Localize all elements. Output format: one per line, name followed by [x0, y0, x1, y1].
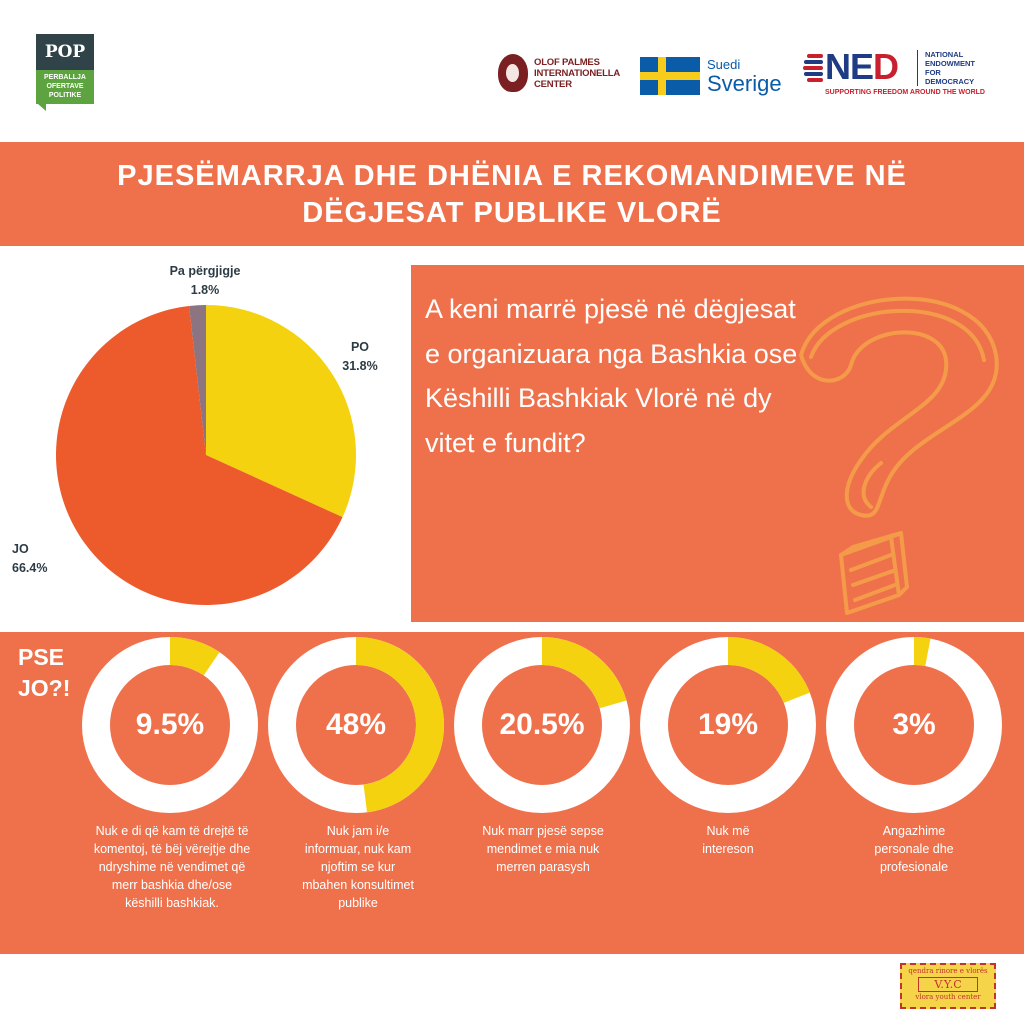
donut-caption-2: Nuk jam i/e informuar, nuk kam njoftim s…	[302, 824, 414, 910]
why-not-label: PSE JO?!	[18, 644, 71, 701]
donut-value-2: 48%	[325, 708, 387, 741]
pop-logo: POP PERBALLJA OFERTAVE POLITIKE	[36, 34, 94, 111]
pie-label-no-answer: Pa përgjigje 1.8%	[169, 264, 241, 297]
donut-ring-1	[82, 637, 258, 813]
donut-chart-5: 3%	[826, 637, 1002, 813]
donut-chart-3: 20.5%	[454, 637, 630, 813]
pie-slice-jo	[56, 305, 343, 605]
pie-label-po: PO 31.8%	[342, 340, 378, 373]
pie-chart: Pa përgjigje 1.8% PO 31.8% JO 66.4%	[0, 250, 400, 630]
ned-stripes-icon	[803, 54, 823, 82]
donut-value-5: 3%	[892, 708, 936, 741]
donut-chart-4: 19%	[640, 637, 816, 813]
ned-tagline: SUPPORTING FREEDOM AROUND THE WORLD	[825, 89, 985, 96]
sweden-logo: Suedi Sverige	[640, 54, 790, 98]
why-not-band: PSE JO?! 9.5% Nuk e di që kam të drejtë …	[0, 632, 1024, 954]
donut-fill-arc	[541, 637, 627, 709]
ned-logo: NED NATIONAL ENDOWMENT FOR DEMOCRACY SUP…	[803, 46, 993, 100]
pie-chart-svg	[56, 305, 356, 605]
donut-ring-4	[640, 637, 816, 813]
title-band: PJESËMARRJA DHE DHËNIA E REKOMANDIMEVE N…	[0, 142, 1024, 246]
pie-slice-no-answer	[189, 305, 206, 455]
palme-portrait-icon	[498, 54, 528, 92]
question-panel: A keni marrë pjesë në dëgjesat e organiz…	[411, 265, 1024, 622]
page-title: PJESËMARRJA DHE DHËNIA E REKOMANDIMEVE N…	[117, 160, 907, 229]
swedish-flag-icon	[640, 57, 700, 95]
pie-label-jo: JO 66.4%	[12, 542, 48, 575]
vlora-youth-center-logo: qendra rinore e vlorës V.Y.C vlora youth…	[900, 963, 996, 1009]
question-text: A keni marrë pjesë në dëgjesat e organiz…	[425, 294, 798, 458]
donut-ring-3	[454, 637, 630, 813]
donut-caption-5: Angazhime personale dhe profesionale	[874, 824, 954, 874]
olof-palme-center-logo: OLOF PALMES INTERNATIONELLA CENTER	[498, 52, 628, 94]
donut-value-3: 20.5%	[499, 708, 585, 741]
donut-fill-arc	[913, 637, 931, 667]
donut-ring-5	[826, 637, 1002, 813]
donut-caption-4: Nuk më intereson	[702, 824, 754, 856]
question-mark-icon	[799, 296, 999, 615]
donut-value-4: 19%	[697, 708, 759, 741]
donut-caption-1: Nuk e di që kam të drejtë të komentoj, t…	[93, 824, 251, 910]
donut-chart-2: 48%	[268, 637, 444, 813]
pie-slice-po	[206, 305, 356, 518]
donut-chart-1: 9.5%	[82, 637, 258, 813]
donut-fill-arc	[169, 637, 220, 676]
donut-fill-arc	[727, 637, 810, 704]
donut-value-1: 9.5%	[135, 708, 205, 741]
pop-logo-text: PERBALLJA OFERTAVE POLITIKE	[36, 70, 94, 104]
donut-ring-2	[268, 637, 444, 813]
donut-caption-3: Nuk marr pjesë sepse mendimet e mia nuk …	[482, 824, 604, 874]
donut-fill-arc	[355, 637, 444, 813]
pop-logo-abbr: POP	[36, 34, 94, 70]
